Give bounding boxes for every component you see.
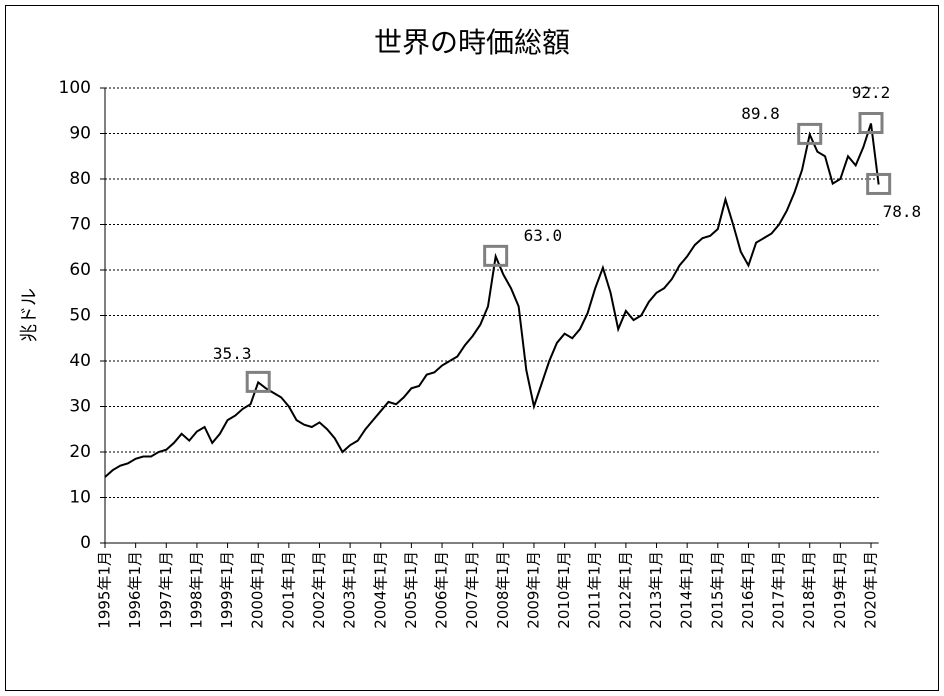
annotation-label: 92.2	[852, 83, 891, 102]
data-line	[104, 123, 880, 478]
y-axis-label: 兆ドル	[19, 288, 40, 342]
x-tick-label: 2012年1月	[616, 551, 634, 629]
x-tick-label: 2002年1月	[310, 551, 328, 629]
y-tick-label: 10	[69, 488, 91, 508]
annotation-box	[866, 172, 892, 195]
y-tick-label: 70	[69, 215, 91, 235]
annotation-label: 78.8	[883, 202, 922, 221]
x-tick-label: 2018年1月	[800, 551, 818, 629]
annotation-label: 89.8	[741, 104, 780, 123]
x-tick-label: 2019年1月	[831, 551, 849, 629]
x-tick-label: 2001年1月	[279, 551, 297, 629]
x-tick-label: 1996年1月	[126, 551, 144, 629]
y-tick-label: 20	[69, 442, 91, 462]
chart-title: 世界の時価総額	[374, 26, 570, 59]
x-tick-label: 2005年1月	[402, 551, 420, 629]
x-tick-label: 2007年1月	[463, 551, 481, 629]
x-tick-label: 2008年1月	[494, 551, 512, 629]
x-tick-label: 2006年1月	[433, 551, 451, 629]
x-tick-label: 2013年1月	[647, 551, 665, 629]
x-tick-label: 1999年1月	[218, 551, 236, 629]
annotation-box	[858, 111, 884, 134]
annotation-box	[483, 244, 509, 267]
y-tick-label: 50	[69, 306, 91, 326]
y-tick-label: 30	[69, 397, 91, 417]
y-tick-label: 100	[59, 78, 91, 98]
annotation-label: 63.0	[524, 226, 563, 245]
x-tick-label: 2009年1月	[524, 551, 542, 629]
annotation-box	[797, 122, 823, 145]
x-tick-label: 1998年1月	[187, 551, 205, 629]
chart-frame	[5, 5, 939, 691]
y-tick-label: 60	[69, 260, 91, 280]
x-tick-label: 2011年1月	[586, 551, 604, 629]
x-tick-label: 2003年1月	[341, 551, 359, 629]
annotation-box	[245, 370, 271, 393]
x-tick-label: 2015年1月	[708, 551, 726, 629]
x-tick-label: 2000年1月	[249, 551, 267, 629]
y-tick-label: 40	[69, 351, 91, 371]
x-tick-label: 2017年1月	[770, 551, 788, 629]
y-tick-label: 90	[69, 124, 91, 144]
x-tick-label: 1997年1月	[157, 551, 175, 629]
x-tick-label: 2004年1月	[371, 551, 389, 629]
y-tick-label: 0	[80, 533, 91, 553]
x-tick-label: 1995年1月	[96, 551, 114, 629]
x-tick-label: 2016年1月	[739, 551, 757, 629]
annotation-label: 35.3	[213, 344, 252, 363]
x-tick-label: 2010年1月	[555, 551, 573, 629]
x-tick-label: 2014年1月	[678, 551, 696, 629]
y-tick-label: 80	[69, 169, 91, 189]
x-tick-label: 2020年1月	[862, 551, 880, 629]
